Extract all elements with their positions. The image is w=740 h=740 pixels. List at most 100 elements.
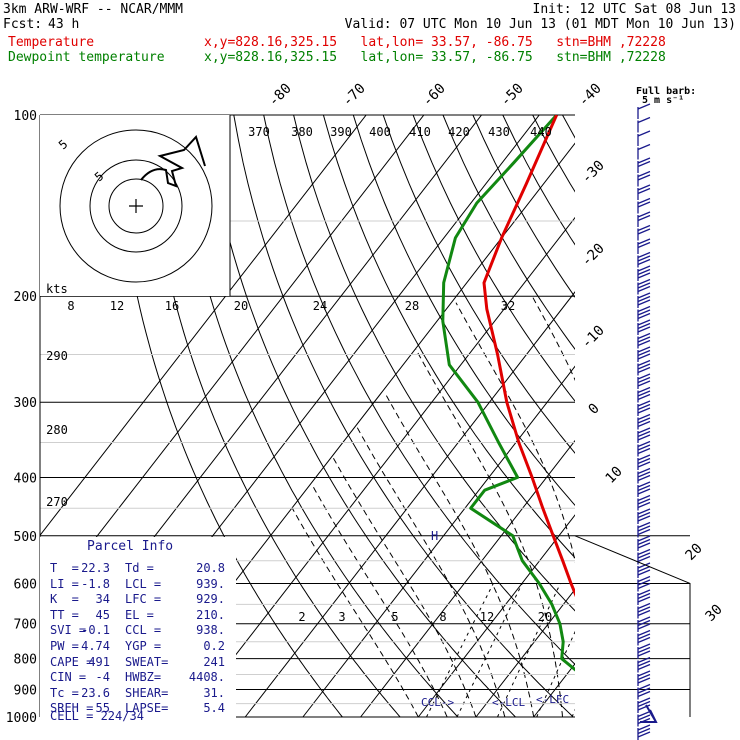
wind-barb	[637, 562, 651, 578]
parcel-l2: YGP =	[125, 639, 162, 653]
parcel-l2: LAPSE=	[125, 701, 169, 716]
wind-barb	[637, 103, 651, 119]
speed-label: 16	[165, 299, 179, 313]
theta-label: 420	[448, 125, 470, 139]
parcel-v1: 4.74	[81, 639, 110, 653]
isotherm-label: 30	[703, 602, 726, 625]
moist-adiabat	[332, 456, 477, 718]
speed-unit-label: kts	[46, 282, 68, 296]
parcel-cell: CELL = 224/34	[50, 709, 144, 723]
parcel-l1: Tc =	[50, 685, 79, 700]
isotherm	[707, 115, 740, 717]
model-title: 3km ARW-WRF -- NCAR/MMM	[3, 2, 184, 17]
pressure-label: 100	[14, 109, 37, 124]
moist-adiabat	[311, 483, 448, 718]
isotherm	[475, 588, 575, 718]
dry-adiabat	[472, 115, 575, 298]
pressure-label: 700	[14, 618, 37, 633]
moist-adiabat	[531, 295, 575, 381]
parcel-v1: 55	[95, 701, 110, 716]
mixing-ratio-line	[619, 583, 675, 717]
speed-label: 20	[234, 299, 248, 313]
dry-adiabat	[562, 115, 575, 139]
mixing-ratio-label: 2	[298, 610, 305, 624]
dry-adiabat	[263, 115, 575, 666]
parcel-v2: 31.	[203, 685, 225, 700]
theta-label: 440	[530, 125, 552, 139]
init-time: Init: 12 UTC Sat 08 Jun 13	[532, 2, 737, 17]
dewpoint-legend-info: x,y=828.16,325.15 lat,lon= 33.57, -86.75…	[204, 50, 666, 65]
parcel-v2: 0.2	[203, 639, 225, 653]
dry-adiabat	[712, 115, 740, 717]
parcel-v2: 210.	[196, 607, 225, 622]
parcel-l2: HWBZ=	[125, 670, 162, 685]
lfc-mark: <-LFC	[536, 693, 569, 706]
hodograph-ring	[108, 178, 164, 234]
wind-barb	[637, 535, 651, 551]
parcel-l1: T =	[50, 561, 79, 575]
pressure-label: 600	[14, 577, 37, 592]
wind-barb	[637, 697, 651, 713]
wind-barb	[637, 643, 651, 659]
mixing-ratio-label: 20	[538, 610, 552, 624]
wind-barb	[637, 427, 651, 443]
isotherm	[302, 365, 575, 718]
isotherm-label: -60	[420, 81, 449, 110]
parcel-l2: LCL =	[125, 576, 162, 591]
isotherm	[360, 439, 575, 718]
parcel-v2: 938.	[196, 623, 225, 638]
theta-label: 370	[248, 125, 270, 139]
moist-adiabat	[455, 302, 575, 564]
parcel-l1: TT =	[50, 607, 79, 622]
dry-adiabat	[532, 115, 575, 193]
isotherm	[649, 115, 740, 717]
wind-barb	[637, 170, 651, 187]
isotherm	[40, 115, 425, 611]
parcel-l1: SVI =	[50, 623, 87, 638]
parcel-l1: SREH =	[50, 701, 94, 716]
dry-adiabat	[682, 115, 740, 717]
parcel-l2: SHEAR=	[125, 685, 169, 700]
wind-barb	[637, 683, 651, 700]
wind-barb	[637, 413, 651, 430]
hodograph-ring	[89, 159, 183, 253]
pressure-label: 900	[14, 683, 37, 698]
dewpoint-legend-label: Dewpoint temperature	[8, 50, 165, 65]
lcl-mark: <-LCL	[492, 696, 525, 709]
moist-adiabat	[356, 426, 506, 718]
wind-barb	[637, 305, 651, 322]
wind-barb	[637, 224, 651, 241]
isotherm	[244, 291, 575, 718]
wind-barb	[637, 670, 651, 686]
isotherm-label: -40	[576, 81, 605, 110]
wind-barb	[637, 656, 651, 673]
wind-barb	[637, 197, 651, 214]
wind-barb	[637, 481, 651, 497]
isotherm-label: -80	[266, 81, 295, 110]
wind-barb	[637, 467, 651, 484]
wind-barb	[637, 251, 651, 268]
dewpoint-profile	[441, 115, 575, 672]
speed-label: 8	[67, 299, 74, 313]
parcel-l1: LI =	[50, 576, 79, 591]
theta-label: 390	[330, 125, 352, 139]
wind-barb	[637, 319, 651, 335]
dry-adiabat	[233, 115, 574, 718]
barb-legend-title: Full barb:	[636, 86, 696, 97]
wind-barb	[637, 373, 651, 389]
wind-barb	[637, 440, 651, 457]
speed-label: 12	[110, 299, 124, 313]
pressure-label: 1000	[6, 711, 37, 726]
parcel-l1: CAPE =	[50, 654, 94, 669]
wind-barb	[637, 521, 651, 538]
mixing-ratio-label: 3	[338, 610, 345, 624]
dry-adiabat	[592, 115, 740, 717]
isotherm-label: -30	[579, 158, 608, 187]
wind-barb	[637, 143, 651, 160]
wind-barb	[637, 400, 651, 416]
barb-legend-value: 5 m s⁻¹	[642, 95, 684, 106]
pressure-label: 500	[14, 530, 37, 545]
dry-adiabat	[442, 115, 575, 350]
forecast-hour: 43 h	[48, 17, 80, 32]
